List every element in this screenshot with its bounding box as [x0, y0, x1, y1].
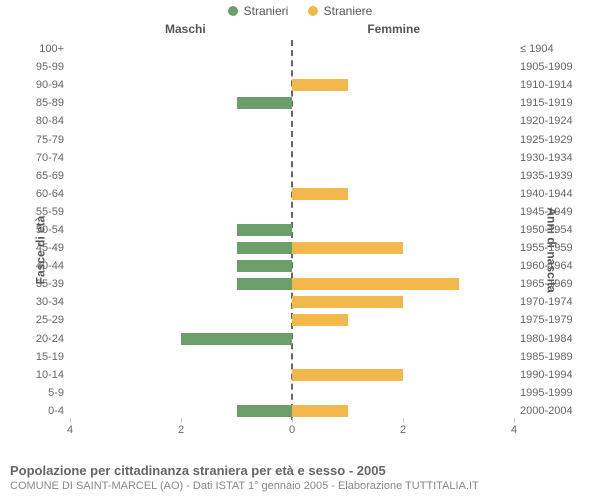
age-label: 60-64 — [36, 188, 64, 200]
birth-year-label: 1955-1959 — [520, 242, 573, 254]
bar-female — [292, 405, 348, 417]
age-label: 55-59 — [36, 206, 64, 218]
legend-swatch-male — [228, 6, 238, 16]
birth-year-label: 1930-1934 — [520, 152, 573, 164]
legend-label-male: Stranieri — [244, 4, 289, 18]
birth-year-label: 1935-1939 — [520, 170, 573, 182]
age-label: 95-99 — [36, 61, 64, 73]
chart-plot: 100+≤ 190495-991905-190990-941910-191485… — [70, 40, 514, 420]
bar-male — [237, 242, 293, 254]
birth-year-label: 1975-1979 — [520, 314, 573, 326]
birth-year-label: 2000-2004 — [520, 405, 573, 417]
birth-year-label: 1905-1909 — [520, 61, 573, 73]
birth-year-label: 1925-1929 — [520, 134, 573, 146]
age-label: 50-54 — [36, 224, 64, 236]
legend: Stranieri Straniere — [0, 4, 600, 19]
age-label: 0-4 — [48, 405, 64, 417]
age-label: 15-19 — [36, 351, 64, 363]
age-label: 45-49 — [36, 242, 64, 254]
birth-year-label: 1980-1984 — [520, 333, 573, 345]
age-label: 20-24 — [36, 333, 64, 345]
age-label: 35-39 — [36, 278, 64, 290]
birth-year-label: 1985-1989 — [520, 351, 573, 363]
age-label: 70-74 — [36, 152, 64, 164]
age-label: 40-44 — [36, 260, 64, 272]
age-label: 5-9 — [48, 387, 64, 399]
age-label: 75-79 — [36, 134, 64, 146]
bar-male — [181, 333, 292, 345]
birth-year-label: 1960-1964 — [520, 260, 573, 272]
x-tick: 2 — [400, 424, 406, 436]
bar-female — [292, 296, 403, 308]
birth-year-label: 1965-1969 — [520, 278, 573, 290]
side-title-female: Femmine — [367, 22, 420, 36]
legend-label-female: Straniere — [324, 4, 373, 18]
age-label: 25-29 — [36, 314, 64, 326]
bar-male — [237, 224, 293, 236]
legend-item-female: Straniere — [308, 4, 373, 18]
age-label: 80-84 — [36, 115, 64, 127]
age-label: 100+ — [39, 43, 64, 55]
age-label: 30-34 — [36, 296, 64, 308]
birth-year-label: 1940-1944 — [520, 188, 573, 200]
bar-female — [292, 188, 348, 200]
legend-item-male: Stranieri — [228, 4, 289, 18]
bar-female — [292, 278, 459, 290]
birth-year-label: ≤ 1904 — [520, 43, 554, 55]
bar-female — [292, 242, 403, 254]
birth-year-label: 1920-1924 — [520, 115, 573, 127]
legend-swatch-female — [308, 6, 318, 16]
birth-year-label: 1990-1994 — [520, 369, 573, 381]
bar-male — [237, 405, 293, 417]
age-label: 10-14 — [36, 369, 64, 381]
x-tick: 0 — [289, 424, 295, 436]
bar-female — [292, 79, 348, 91]
birth-year-label: 1970-1974 — [520, 296, 573, 308]
caption-subtitle: COMUNE DI SAINT-MARCEL (AO) - Dati ISTAT… — [10, 480, 590, 492]
x-tick: 4 — [67, 424, 73, 436]
side-title-male: Maschi — [165, 22, 206, 36]
bar-female — [292, 314, 348, 326]
x-tick: 4 — [511, 424, 517, 436]
bar-male — [237, 278, 293, 290]
birth-year-label: 1945-1949 — [520, 206, 573, 218]
bar-male — [237, 97, 293, 109]
birth-year-label: 1915-1919 — [520, 97, 573, 109]
birth-year-label: 1910-1914 — [520, 79, 573, 91]
bar-male — [237, 260, 293, 272]
caption-title: Popolazione per cittadinanza straniera p… — [10, 463, 590, 478]
bar-female — [292, 369, 403, 381]
caption: Popolazione per cittadinanza straniera p… — [10, 463, 590, 492]
age-label: 85-89 — [36, 97, 64, 109]
age-label: 65-69 — [36, 170, 64, 182]
x-tick: 2 — [178, 424, 184, 436]
age-label: 90-94 — [36, 79, 64, 91]
birth-year-label: 1995-1999 — [520, 387, 573, 399]
birth-year-label: 1950-1954 — [520, 224, 573, 236]
x-axis: 4 2 0 2 4 — [70, 424, 514, 440]
